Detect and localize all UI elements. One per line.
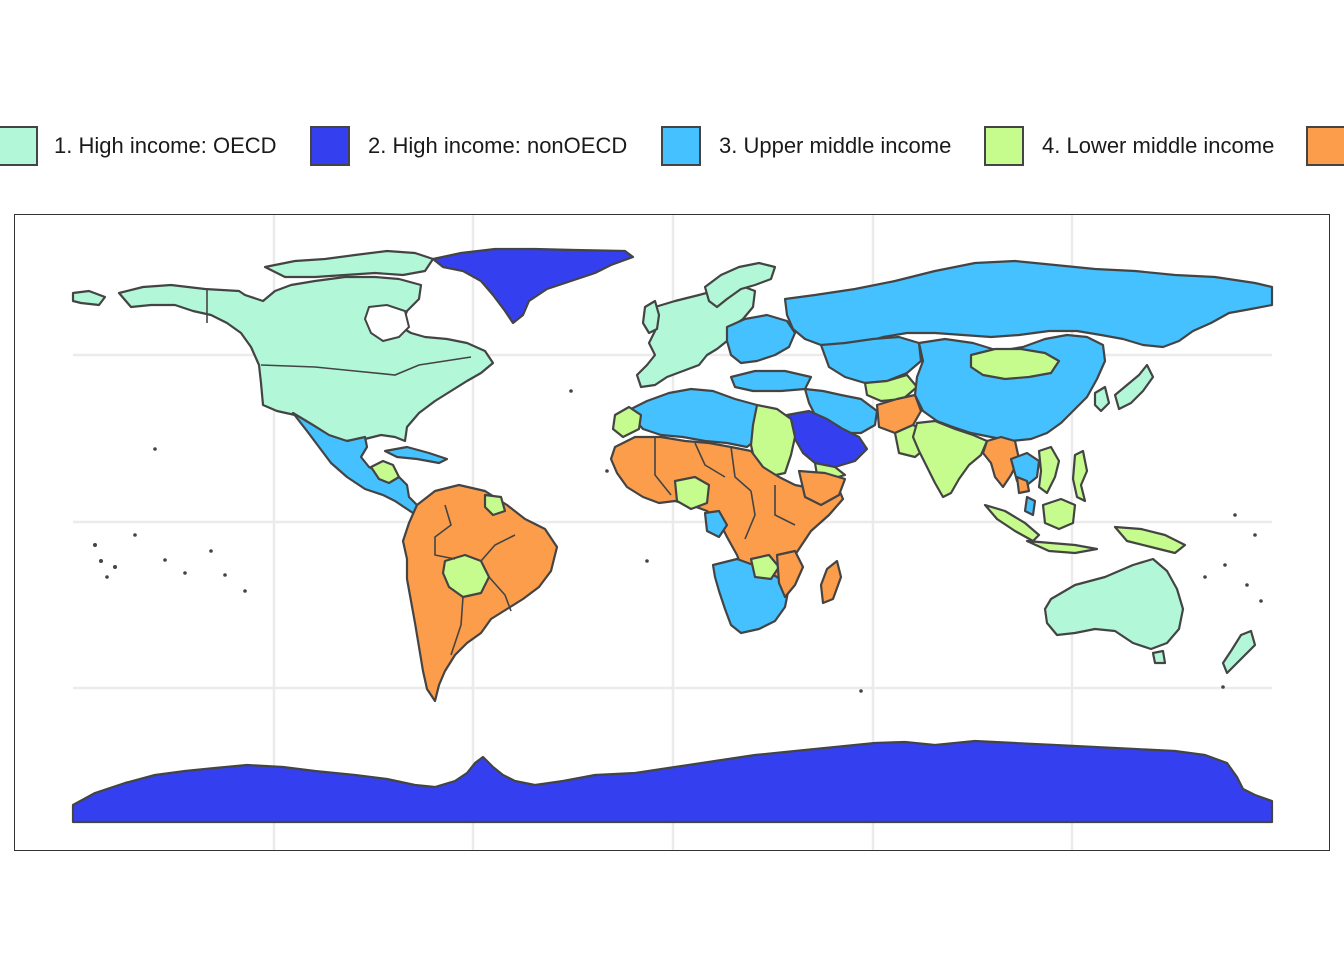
region-indonesia bbox=[983, 503, 1041, 543]
region-borneo bbox=[1041, 497, 1077, 531]
map-panel bbox=[14, 214, 1330, 851]
pacific-islands bbox=[93, 389, 1263, 693]
region-west-africa-lmi bbox=[673, 475, 711, 511]
region-philippines bbox=[1071, 449, 1089, 503]
region-uk bbox=[641, 299, 661, 335]
region-bolivia bbox=[441, 553, 491, 599]
region-central-asia bbox=[819, 335, 923, 385]
region-korea bbox=[1093, 385, 1111, 413]
region-arctic-islands bbox=[263, 249, 435, 279]
legend-swatch-upper-middle-income bbox=[661, 126, 701, 166]
region-java bbox=[1025, 539, 1099, 555]
region-alaska-west bbox=[71, 289, 107, 307]
region-australia bbox=[1043, 557, 1185, 651]
region-guyana bbox=[483, 493, 507, 517]
region-greenland bbox=[431, 247, 635, 325]
legend-swatch-high-income-nonoecd bbox=[310, 126, 350, 166]
region-mozambique bbox=[775, 549, 805, 599]
region-north-america bbox=[117, 275, 495, 443]
border-line bbox=[434, 504, 516, 656]
legend: 1. High income: OECD 2. High income: non… bbox=[0, 120, 1344, 176]
region-mexico-central-america bbox=[291, 411, 429, 519]
region-cambodia bbox=[1015, 475, 1031, 495]
region-morocco bbox=[611, 405, 643, 439]
region-central-asia-lmi bbox=[863, 373, 919, 403]
legend-swatch-lower-middle-income bbox=[984, 126, 1024, 166]
border-line bbox=[260, 356, 472, 376]
legend-label-high-income-oecd: 1. High income: OECD bbox=[54, 133, 277, 158]
region-tasmania bbox=[1151, 649, 1167, 665]
legend-label-upper-middle-income: 3. Upper middle income bbox=[719, 133, 952, 158]
region-scandinavia bbox=[703, 261, 777, 309]
region-zambia bbox=[749, 553, 781, 581]
region-horn-of-africa bbox=[797, 469, 847, 507]
hudson-bay bbox=[363, 303, 411, 343]
legend-swatch-high-income-oecd bbox=[0, 126, 38, 166]
border-line bbox=[654, 437, 796, 540]
region-madagascar bbox=[819, 559, 843, 605]
region-caribbean bbox=[383, 445, 449, 465]
legend-label-lower-middle-income: 4. Lower middle income bbox=[1042, 133, 1275, 158]
region-new-zealand bbox=[1221, 629, 1257, 675]
legend-swatch-low-income bbox=[1306, 126, 1344, 166]
region-indochina bbox=[1037, 445, 1061, 495]
world-map bbox=[71, 215, 1274, 850]
region-egypt-sudan bbox=[749, 403, 797, 479]
region-central-africa-umi bbox=[703, 509, 729, 539]
region-afghanistan bbox=[875, 393, 923, 435]
region-new-guinea bbox=[1113, 525, 1187, 555]
region-antarctica bbox=[71, 739, 1274, 824]
region-mongolia bbox=[969, 347, 1061, 381]
region-india bbox=[911, 419, 989, 499]
region-japan bbox=[1113, 363, 1155, 411]
region-central-america-lmi bbox=[369, 459, 401, 485]
region-malaysia bbox=[1023, 495, 1037, 517]
region-eastern-europe bbox=[725, 313, 797, 365]
legend-label-high-income-nonoecd: 2. High income: nonOECD bbox=[368, 133, 628, 158]
region-turkey bbox=[729, 369, 813, 393]
region-myanmar bbox=[981, 435, 1021, 489]
region-russia bbox=[783, 259, 1274, 349]
